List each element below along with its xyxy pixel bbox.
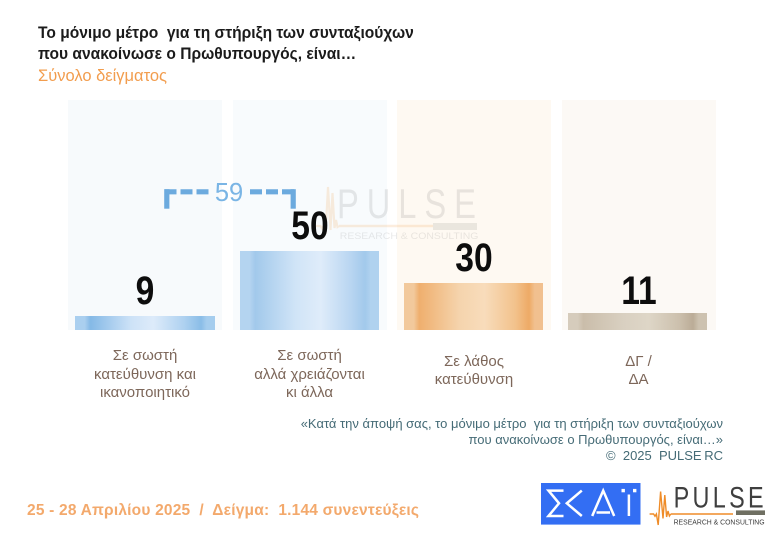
svg-text:RESEARCH & CONSULTING: RESEARCH & CONSULTING — [674, 517, 765, 526]
svg-text:RESEARCH & CONSULTING: RESEARCH & CONSULTING — [340, 231, 479, 241]
svg-text:PULSE: PULSE — [674, 483, 764, 514]
